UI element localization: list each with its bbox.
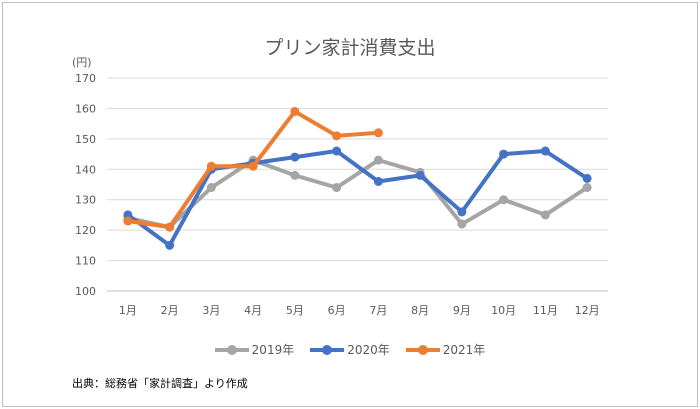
x-tick-label: 12月 <box>575 304 600 317</box>
data-point <box>206 161 216 171</box>
series-line-2020年 <box>126 149 589 248</box>
x-tick-label: 4月 <box>244 304 262 317</box>
y-tick-label: 160 <box>75 102 96 115</box>
legend: 2019年 2020年 2021年 <box>0 341 700 358</box>
chart-title: プリン家計消費支出 <box>264 37 436 59</box>
data-point <box>206 183 216 193</box>
data-point <box>165 240 175 250</box>
legend-label: 2020年 <box>347 343 390 357</box>
x-tick-label: 7月 <box>369 304 387 317</box>
data-point <box>499 195 509 205</box>
data-point <box>582 183 592 193</box>
data-point <box>499 149 509 159</box>
y-tick-label: 120 <box>75 224 96 237</box>
x-tick-label: 3月 <box>202 304 220 317</box>
legend-label: 2019年 <box>251 343 295 357</box>
data-point <box>373 155 383 165</box>
x-tick-label: 2月 <box>161 304 179 317</box>
data-point <box>415 170 425 180</box>
x-tick-label: 10月 <box>491 304 516 317</box>
series-line-2019年 <box>127 158 589 230</box>
legend-item: 2020年 <box>310 341 390 358</box>
x-tick-label: 8月 <box>411 304 429 317</box>
data-point <box>248 161 258 171</box>
data-point <box>373 176 383 186</box>
data-point <box>332 183 342 193</box>
data-point <box>373 128 383 138</box>
x-tick-label: 6月 <box>328 304 346 317</box>
data-point <box>290 152 300 162</box>
y-tick-label: 110 <box>75 255 96 268</box>
data-point <box>123 216 133 226</box>
data-point <box>582 173 592 183</box>
x-tick-label: 11月 <box>533 304 558 317</box>
data-point <box>332 146 342 156</box>
data-point <box>457 219 467 229</box>
legend-label: 2021年 <box>442 343 486 357</box>
y-tick-label: 150 <box>75 133 96 146</box>
data-point <box>165 222 175 232</box>
legend-item: 2021年 <box>405 341 486 358</box>
data-point <box>457 207 467 217</box>
legend-swatch <box>405 344 440 355</box>
x-tick-label: 1月 <box>119 304 137 317</box>
x-tick-label: 9月 <box>453 304 471 317</box>
source-note: 出典：総務省「家計調査」より作成 <box>72 377 248 390</box>
y-tick-label: 140 <box>75 163 96 176</box>
legend-swatch <box>214 344 249 355</box>
legend-item: 2019年 <box>214 341 295 358</box>
y-tick-label: 100 <box>75 285 96 298</box>
legend-swatch <box>310 344 345 355</box>
y-axis-unit: (円) <box>72 56 92 69</box>
x-tick-label: 5月 <box>286 304 304 317</box>
data-point <box>290 170 300 180</box>
data-point <box>540 210 550 220</box>
data-point <box>540 146 550 156</box>
data-point <box>332 131 342 141</box>
data-point <box>290 106 300 116</box>
y-tick-label: 130 <box>75 194 96 207</box>
y-tick-label: 170 <box>75 72 96 85</box>
